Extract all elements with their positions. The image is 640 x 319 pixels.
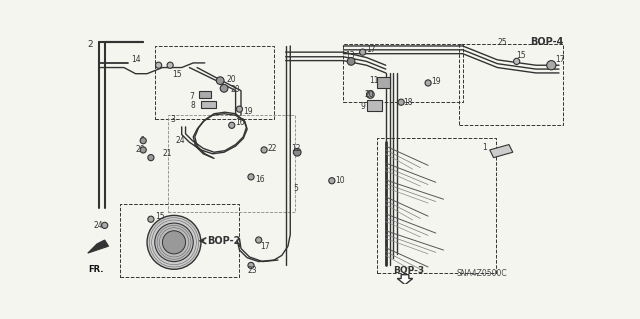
Text: 15: 15: [172, 70, 182, 79]
Bar: [168, 115, 295, 211]
Text: 20: 20: [136, 145, 145, 154]
Text: SNA4Z0500C: SNA4Z0500C: [456, 269, 508, 278]
Bar: [376, 138, 496, 273]
Bar: [344, 44, 463, 102]
Polygon shape: [88, 240, 109, 253]
Text: 20: 20: [365, 90, 374, 99]
Text: 17: 17: [260, 242, 270, 251]
Text: 16: 16: [236, 118, 245, 128]
Text: 23: 23: [247, 266, 257, 275]
Text: 22: 22: [268, 144, 278, 153]
Text: 1: 1: [482, 143, 487, 152]
Text: 7: 7: [189, 92, 195, 100]
Text: 17: 17: [365, 45, 375, 54]
Text: 14: 14: [132, 55, 141, 63]
Circle shape: [398, 99, 404, 105]
Text: 16: 16: [255, 175, 264, 184]
Text: BOP-2: BOP-2: [207, 236, 241, 246]
Circle shape: [360, 49, 365, 55]
Text: BOP-3: BOP-3: [394, 266, 424, 275]
Circle shape: [156, 62, 162, 68]
Text: 9: 9: [360, 101, 365, 111]
Polygon shape: [201, 101, 216, 108]
Circle shape: [513, 58, 520, 64]
Text: 15: 15: [155, 212, 164, 221]
Text: 20: 20: [230, 85, 240, 93]
Text: 19: 19: [243, 107, 253, 116]
Circle shape: [367, 91, 374, 98]
Circle shape: [228, 122, 235, 128]
Circle shape: [425, 80, 431, 86]
Bar: [155, 46, 274, 119]
Circle shape: [261, 147, 267, 153]
Text: 11: 11: [369, 76, 378, 85]
Circle shape: [248, 262, 254, 269]
Circle shape: [293, 148, 301, 156]
Circle shape: [147, 215, 201, 269]
Text: 15: 15: [516, 51, 526, 60]
Circle shape: [348, 57, 355, 65]
Text: BOP-4: BOP-4: [530, 37, 563, 47]
Polygon shape: [367, 100, 382, 111]
Circle shape: [167, 62, 173, 68]
Text: FR.: FR.: [88, 265, 103, 274]
Text: 18: 18: [403, 98, 413, 107]
Bar: [120, 204, 239, 277]
Circle shape: [255, 237, 262, 243]
Text: 13: 13: [345, 51, 355, 61]
Circle shape: [102, 222, 108, 228]
Circle shape: [236, 106, 243, 112]
Circle shape: [155, 223, 193, 262]
Polygon shape: [490, 145, 513, 158]
Text: 24: 24: [175, 136, 185, 145]
Text: 24: 24: [93, 221, 103, 230]
Polygon shape: [376, 77, 390, 88]
Text: 20: 20: [227, 75, 236, 84]
Polygon shape: [198, 91, 211, 98]
Circle shape: [163, 231, 186, 254]
Text: 21: 21: [163, 149, 172, 158]
Text: 8: 8: [191, 101, 196, 110]
Text: 3: 3: [170, 115, 175, 124]
Text: 10: 10: [336, 176, 346, 185]
Text: 12: 12: [291, 144, 301, 153]
Circle shape: [220, 85, 228, 92]
Text: 6: 6: [140, 136, 144, 145]
Circle shape: [140, 147, 147, 153]
Circle shape: [148, 216, 154, 222]
Text: 5: 5: [293, 184, 298, 193]
Polygon shape: [397, 275, 413, 285]
Circle shape: [148, 154, 154, 161]
Circle shape: [140, 137, 147, 144]
Circle shape: [547, 61, 556, 70]
Text: 19: 19: [431, 77, 441, 86]
Circle shape: [329, 178, 335, 184]
Text: 17: 17: [555, 55, 564, 64]
Circle shape: [248, 174, 254, 180]
Bar: [459, 44, 563, 125]
Text: 25: 25: [497, 38, 507, 48]
Text: 2: 2: [88, 40, 93, 49]
Circle shape: [216, 77, 224, 85]
